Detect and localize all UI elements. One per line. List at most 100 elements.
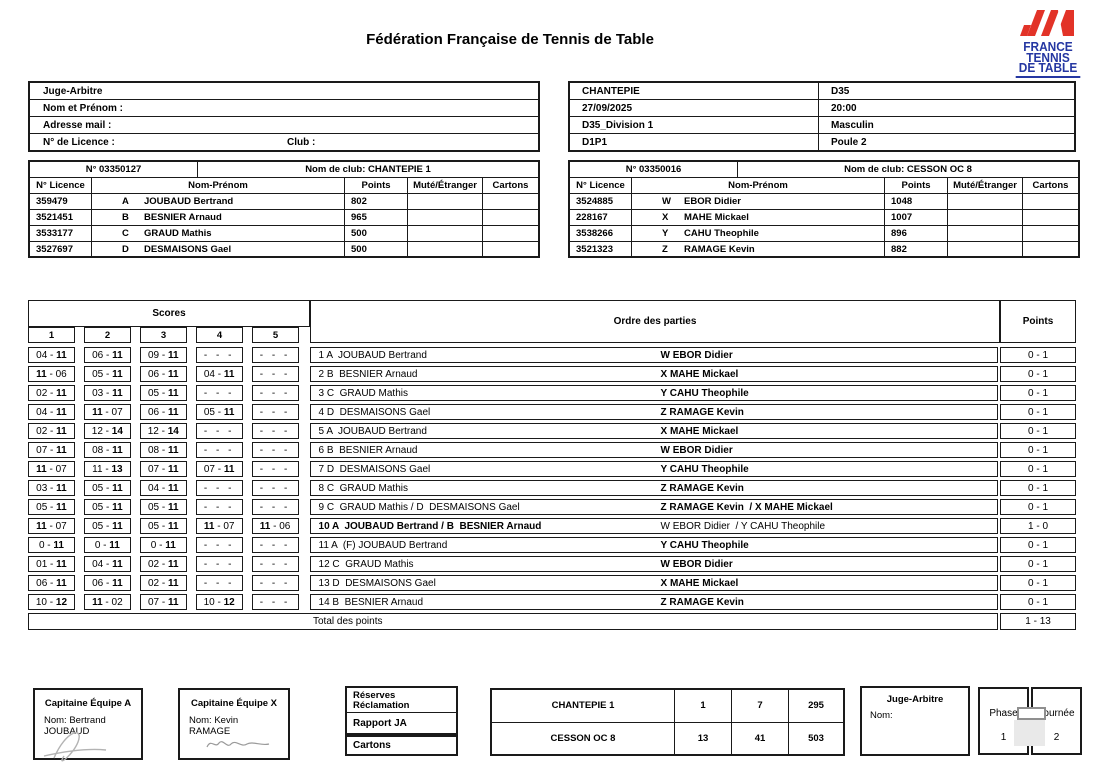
page-title: Fédération Française de Tennis de Table xyxy=(366,31,654,48)
recap-sets-won: 41 xyxy=(732,722,789,754)
visitor-set-score: 11 xyxy=(167,349,179,361)
juge-arbitre-signature-box: Juge-Arbitre Nom: xyxy=(860,686,970,756)
player-name: MAHE Mickael xyxy=(684,212,749,223)
captain-x-name: Nom: Kevin RAMAGE xyxy=(189,715,288,737)
visitor-set-score: 11 xyxy=(112,501,123,513)
set-score-separator: - xyxy=(270,520,280,532)
set-score-separator: - xyxy=(159,520,168,532)
match-right-player: X MAHE Mickael xyxy=(660,577,739,589)
home-set-score: 05 xyxy=(147,387,160,399)
visitor-set-score: 11 xyxy=(167,406,179,418)
set-score-separator: - xyxy=(156,539,166,551)
set-score-separator: - xyxy=(46,520,56,532)
match-row: 02 - 11 12 - 14 12 - 14- - -- - -5 A JOUBA… xyxy=(28,423,1076,439)
match-right-player: W EBOR Didier xyxy=(660,349,733,361)
recap-matches-won: 13 xyxy=(675,722,732,754)
match-points-cell: 0 - 1 xyxy=(1000,366,1076,382)
set-score-cell: 06 - 11 xyxy=(28,575,75,591)
captain-x-title: Capitaine Équipe X xyxy=(190,698,278,709)
player-licence: 3538266 xyxy=(570,226,632,241)
set-score-cell: 04 - 11 xyxy=(28,404,75,420)
set-score-separator: - xyxy=(215,406,224,418)
visitor-set-score: 06 xyxy=(279,520,291,532)
empty-set: - - - xyxy=(259,425,291,437)
set-score-cell: 07 - 11 xyxy=(195,461,243,477)
set-score-cell: - - - xyxy=(251,423,299,439)
set-score-separator: - xyxy=(47,349,57,361)
phase-journee-selector[interactable] xyxy=(1017,707,1046,720)
visitor-set-score: 11 xyxy=(167,387,179,399)
match-row: 0 - 11 0 - 11 0 - 11- - -- - -11 A (F) JOU… xyxy=(28,537,1076,553)
match-right-player: X MAHE Mickael xyxy=(660,425,739,437)
judge-row-nom: Nom et Prénom : xyxy=(30,100,538,117)
home-set-score: 03 xyxy=(92,387,104,399)
set-score-cell: - - - xyxy=(195,556,243,572)
player-mute-cell xyxy=(948,226,1023,241)
match-points-cell: 1 - 0 xyxy=(1000,518,1076,534)
match-row: 05 - 11 05 - 11 05 - 11- - -- - -9 C GRAUD… xyxy=(28,499,1076,515)
set-score-cell: - - - xyxy=(251,385,299,401)
player-points: 802 xyxy=(345,194,408,209)
match-right-player: Y CAHU Theophile xyxy=(660,539,749,551)
judge-row-title: Juge-Arbitre xyxy=(30,83,538,100)
set-score-cell: - - - xyxy=(195,442,243,458)
set-score-cell: - - - xyxy=(251,575,299,591)
set-score-separator: - xyxy=(47,501,57,513)
match-left-player: 5 A JOUBAUD Bertrand xyxy=(318,425,427,437)
set-score-cell: 05 - 11 xyxy=(83,499,131,515)
set-score-cell: - - - xyxy=(251,404,299,420)
visitor-set-score: 11 xyxy=(56,482,67,494)
set-score-separator: - xyxy=(159,463,168,475)
home-set-score: 11 xyxy=(36,520,47,532)
match-players-cell: 6 B BESNIER Arnaud W EBOR Didier xyxy=(309,442,999,458)
player-letter: B xyxy=(122,212,129,223)
set-number-cell: 1 xyxy=(28,327,75,343)
home-set-score: 05 xyxy=(92,501,104,513)
recap-points-total: 295 xyxy=(808,700,824,712)
visitor-set-score: 11 xyxy=(167,463,179,475)
visitor-set-score: 11 xyxy=(56,558,67,570)
team-header-cell: N° Licence xyxy=(30,178,92,193)
team-header-row: N° Licence Nom-Prénom Points Muté/Étranger C… xyxy=(570,178,1078,194)
set-score-cell: 08 - 11 xyxy=(83,442,131,458)
empty-set: - - - xyxy=(203,558,235,570)
set-score-separator: - xyxy=(103,444,113,456)
match-right-player: Y CAHU Theophile xyxy=(660,387,749,399)
set-score-separator: - xyxy=(159,558,168,570)
fftt-logo-mark-icon xyxy=(1020,10,1074,36)
nom-prenom-label: Nom et Prénom : xyxy=(43,102,124,114)
home-set-score: 11 xyxy=(92,406,103,418)
set-score-cell: 10 - 12 xyxy=(195,594,243,610)
team-header-cell: Cartons xyxy=(1032,180,1069,191)
visitor-set-score: 11 xyxy=(112,520,123,532)
visitor-set-score: 02 xyxy=(111,596,123,608)
home-set-score: 0 xyxy=(94,539,101,551)
visitor-set-score: 12 xyxy=(55,596,68,608)
set-score-cell: 05 - 11 xyxy=(83,480,131,496)
player-name-cell: X MAHE Mickael xyxy=(632,210,885,225)
visitor-set-score: 11 xyxy=(56,425,67,437)
home-set-score: 08 xyxy=(92,444,104,456)
set-score-cell: 11 - 02 xyxy=(83,594,131,610)
team-club-row: N° 03350127 Nom de club: CHANTEPIE 1 xyxy=(30,162,538,178)
empty-set: - - - xyxy=(203,539,235,551)
player-mute-cell xyxy=(948,242,1023,256)
home-set-score: 11 xyxy=(36,368,47,380)
match-points-cell: 0 - 1 xyxy=(1000,461,1076,477)
set-score-cell: 06 - 11 xyxy=(139,404,187,420)
team-table-home: N° 03350127 Nom de club: CHANTEPIE 1 N° Li… xyxy=(28,160,540,258)
captain-a-name: Nom: Bertrand JOUBAUD xyxy=(44,715,141,737)
set-score-cell: 06 - 11 xyxy=(83,575,131,591)
match-info-row: 27/09/2025 20:00 xyxy=(570,100,1074,117)
phase-journee-selector-shadow xyxy=(1014,720,1045,746)
captain-a-box: Capitaine Équipe A Nom: Bertrand JOUBAUD xyxy=(33,688,143,760)
set-score-cell: 06 - 11 xyxy=(83,347,131,363)
set-score-cell: - - - xyxy=(251,499,299,515)
home-set-score: 04 xyxy=(147,482,160,494)
empty-set: - - - xyxy=(259,463,291,475)
home-set-score: 07 xyxy=(36,444,48,456)
player-name: RAMAGE Kevin xyxy=(684,243,755,255)
match-row: 02 - 11 03 - 11 05 - 11- - -- - -3 C GRAUD… xyxy=(28,385,1076,401)
team-header-cell: Cartons xyxy=(492,180,529,191)
